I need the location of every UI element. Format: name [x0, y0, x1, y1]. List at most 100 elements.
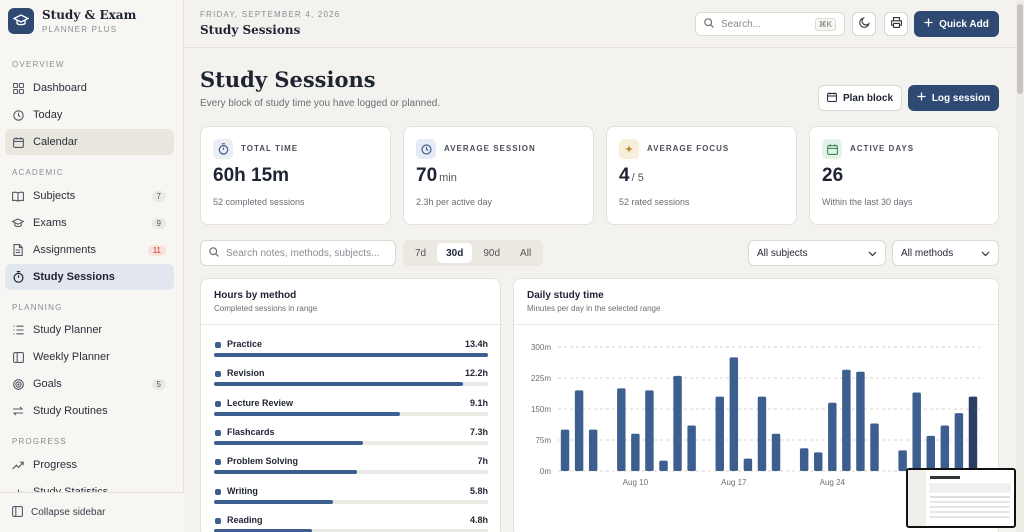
subject-select[interactable]: All subjects — [748, 240, 886, 266]
method-row: Lecture Review 9.1h — [214, 398, 488, 424]
method-bar-fill — [214, 440, 364, 445]
sidebar-item-label: Subjects — [33, 190, 76, 202]
bar[interactable] — [560, 429, 570, 471]
log-session-button[interactable]: Log session — [908, 85, 999, 111]
method-dot — [215, 488, 221, 495]
bar[interactable] — [659, 460, 668, 471]
bar[interactable] — [743, 458, 753, 471]
range-30d-button[interactable]: 30d — [437, 243, 473, 263]
grid-icon — [12, 82, 24, 94]
bar[interactable] — [954, 413, 964, 471]
x-tick-label: Aug 10 — [623, 478, 649, 487]
bar[interactable] — [799, 448, 809, 471]
sidebar-item-today[interactable]: Today — [5, 102, 174, 128]
range-90d-button[interactable]: 90d — [483, 247, 501, 259]
bar[interactable] — [842, 369, 851, 471]
sidebar-item-label: Exams — [33, 217, 67, 229]
grad-cap-logo-icon — [8, 8, 34, 34]
global-search-input[interactable]: Search... ⌘K — [695, 12, 845, 36]
sidebar-item-subjects[interactable]: Subjects 7 — [5, 183, 174, 209]
method-row: Reading 4.8h — [214, 515, 488, 532]
scrollbar-thumb[interactable] — [1017, 4, 1023, 94]
divider — [201, 324, 500, 325]
bar[interactable] — [940, 425, 950, 471]
bar[interactable] — [729, 357, 739, 471]
bar[interactable] — [673, 375, 682, 471]
bar[interactable] — [856, 371, 865, 471]
sidebar-item-label: Dashboard — [33, 82, 87, 94]
method-bar-track — [214, 440, 488, 445]
quick-add-button[interactable]: Quick Add — [914, 11, 999, 37]
print-button[interactable] — [884, 12, 908, 36]
topbar-title: Study Sessions — [200, 23, 301, 37]
columns-icon — [12, 351, 24, 363]
bar[interactable] — [645, 390, 654, 471]
sidebar-item-exams[interactable]: Exams 9 — [5, 210, 174, 236]
daily-study-chart: 0m 75m 150m 225m 300m Aug 10 Aug 17 Aug 24 — [531, 343, 980, 487]
method-hours: 13.4h — [464, 339, 488, 349]
bar[interactable] — [814, 452, 823, 471]
stat-value: 60h 15m — [213, 165, 290, 186]
method-bar-track — [214, 411, 488, 416]
brand[interactable]: Study & Exam PLANNER PLUS — [8, 8, 136, 34]
sidebar-item-assignments[interactable]: Assignments 11 — [5, 237, 174, 263]
sidebar-item-label: Goals — [33, 378, 62, 390]
sidebar-item-study-routines[interactable]: Study Routines — [5, 398, 174, 424]
bar[interactable] — [828, 402, 837, 471]
stat-label: TOTAL TIME — [241, 144, 299, 153]
divider — [514, 324, 998, 325]
session-search-input[interactable]: Search notes, methods, subjects... — [200, 240, 396, 266]
sidebar-item-weekly-planner[interactable]: Weekly Planner — [5, 344, 174, 370]
method-dot — [215, 400, 221, 407]
chevron-down-icon — [981, 249, 990, 260]
theme-toggle-button[interactable] — [852, 12, 876, 36]
sidebar-item-study-planner[interactable]: Study Planner — [5, 317, 174, 343]
bar[interactable] — [617, 388, 626, 471]
sidebar-item-label: Assignments — [33, 244, 96, 256]
bar[interactable] — [574, 390, 584, 471]
stat-card-active-days: ACTIVE DAYS 26 Within the last 30 days — [809, 126, 999, 225]
stat-card-average-focus: AVERAGE FOCUS 4/ 5 52 rated sessions — [606, 126, 797, 225]
shortcut-hint: ⌘K — [814, 18, 836, 31]
sidebar-item-label: Study Planner — [33, 324, 103, 336]
method-select[interactable]: All methods — [892, 240, 999, 266]
y-tick-label: 0m — [540, 467, 551, 476]
range-all-button[interactable]: All — [520, 247, 532, 259]
bar[interactable] — [912, 392, 921, 471]
bar[interactable] — [926, 435, 935, 471]
stat-card-average-session: AVERAGE SESSION 70 min 2.3h per active da… — [403, 126, 594, 225]
scrollbar[interactable] — [1016, 0, 1024, 532]
sidebar-item-goals[interactable]: Goals 5 — [5, 371, 174, 397]
method-hours: 7.3h — [469, 426, 488, 437]
collapse-sidebar-button[interactable]: Collapse sidebar — [0, 492, 184, 532]
bar[interactable] — [588, 429, 598, 471]
method-hours: 7h — [477, 456, 488, 467]
method-bar-fill — [214, 353, 488, 357]
bar[interactable] — [631, 433, 640, 471]
sidebar-item-study-sessions[interactable]: Study Sessions — [5, 264, 174, 290]
bar[interactable] — [968, 396, 978, 471]
count-badge: 9 — [151, 217, 166, 229]
bar[interactable] — [687, 425, 696, 471]
y-tick-label: 225m — [531, 374, 551, 383]
log-session-label: Log session — [931, 92, 991, 104]
y-tick-label: 300m — [531, 343, 551, 352]
stat-label: AVERAGE FOCUS — [647, 144, 730, 153]
bar[interactable] — [870, 423, 879, 471]
bar[interactable] — [757, 396, 767, 471]
plan-block-button[interactable]: Plan block — [818, 85, 902, 111]
document-icon — [12, 244, 24, 256]
range-7d-button[interactable]: 7d — [415, 247, 427, 259]
plan-block-label: Plan block — [842, 92, 893, 104]
bar[interactable] — [715, 396, 724, 471]
sidebar-item-dashboard[interactable]: Dashboard — [5, 75, 174, 101]
sidebar-item-calendar[interactable]: Calendar — [5, 129, 174, 155]
count-badge: 7 — [151, 190, 166, 202]
quick-add-label: Quick Add — [939, 18, 989, 30]
sidebar-item-progress[interactable]: Progress — [5, 452, 174, 478]
brand-subtitle: PLANNER PLUS — [42, 25, 118, 34]
method-hours: 4.8h — [469, 514, 488, 525]
screen-preview-thumbnail[interactable] — [906, 468, 1016, 528]
bar[interactable] — [771, 433, 781, 471]
bar[interactable] — [898, 450, 907, 471]
